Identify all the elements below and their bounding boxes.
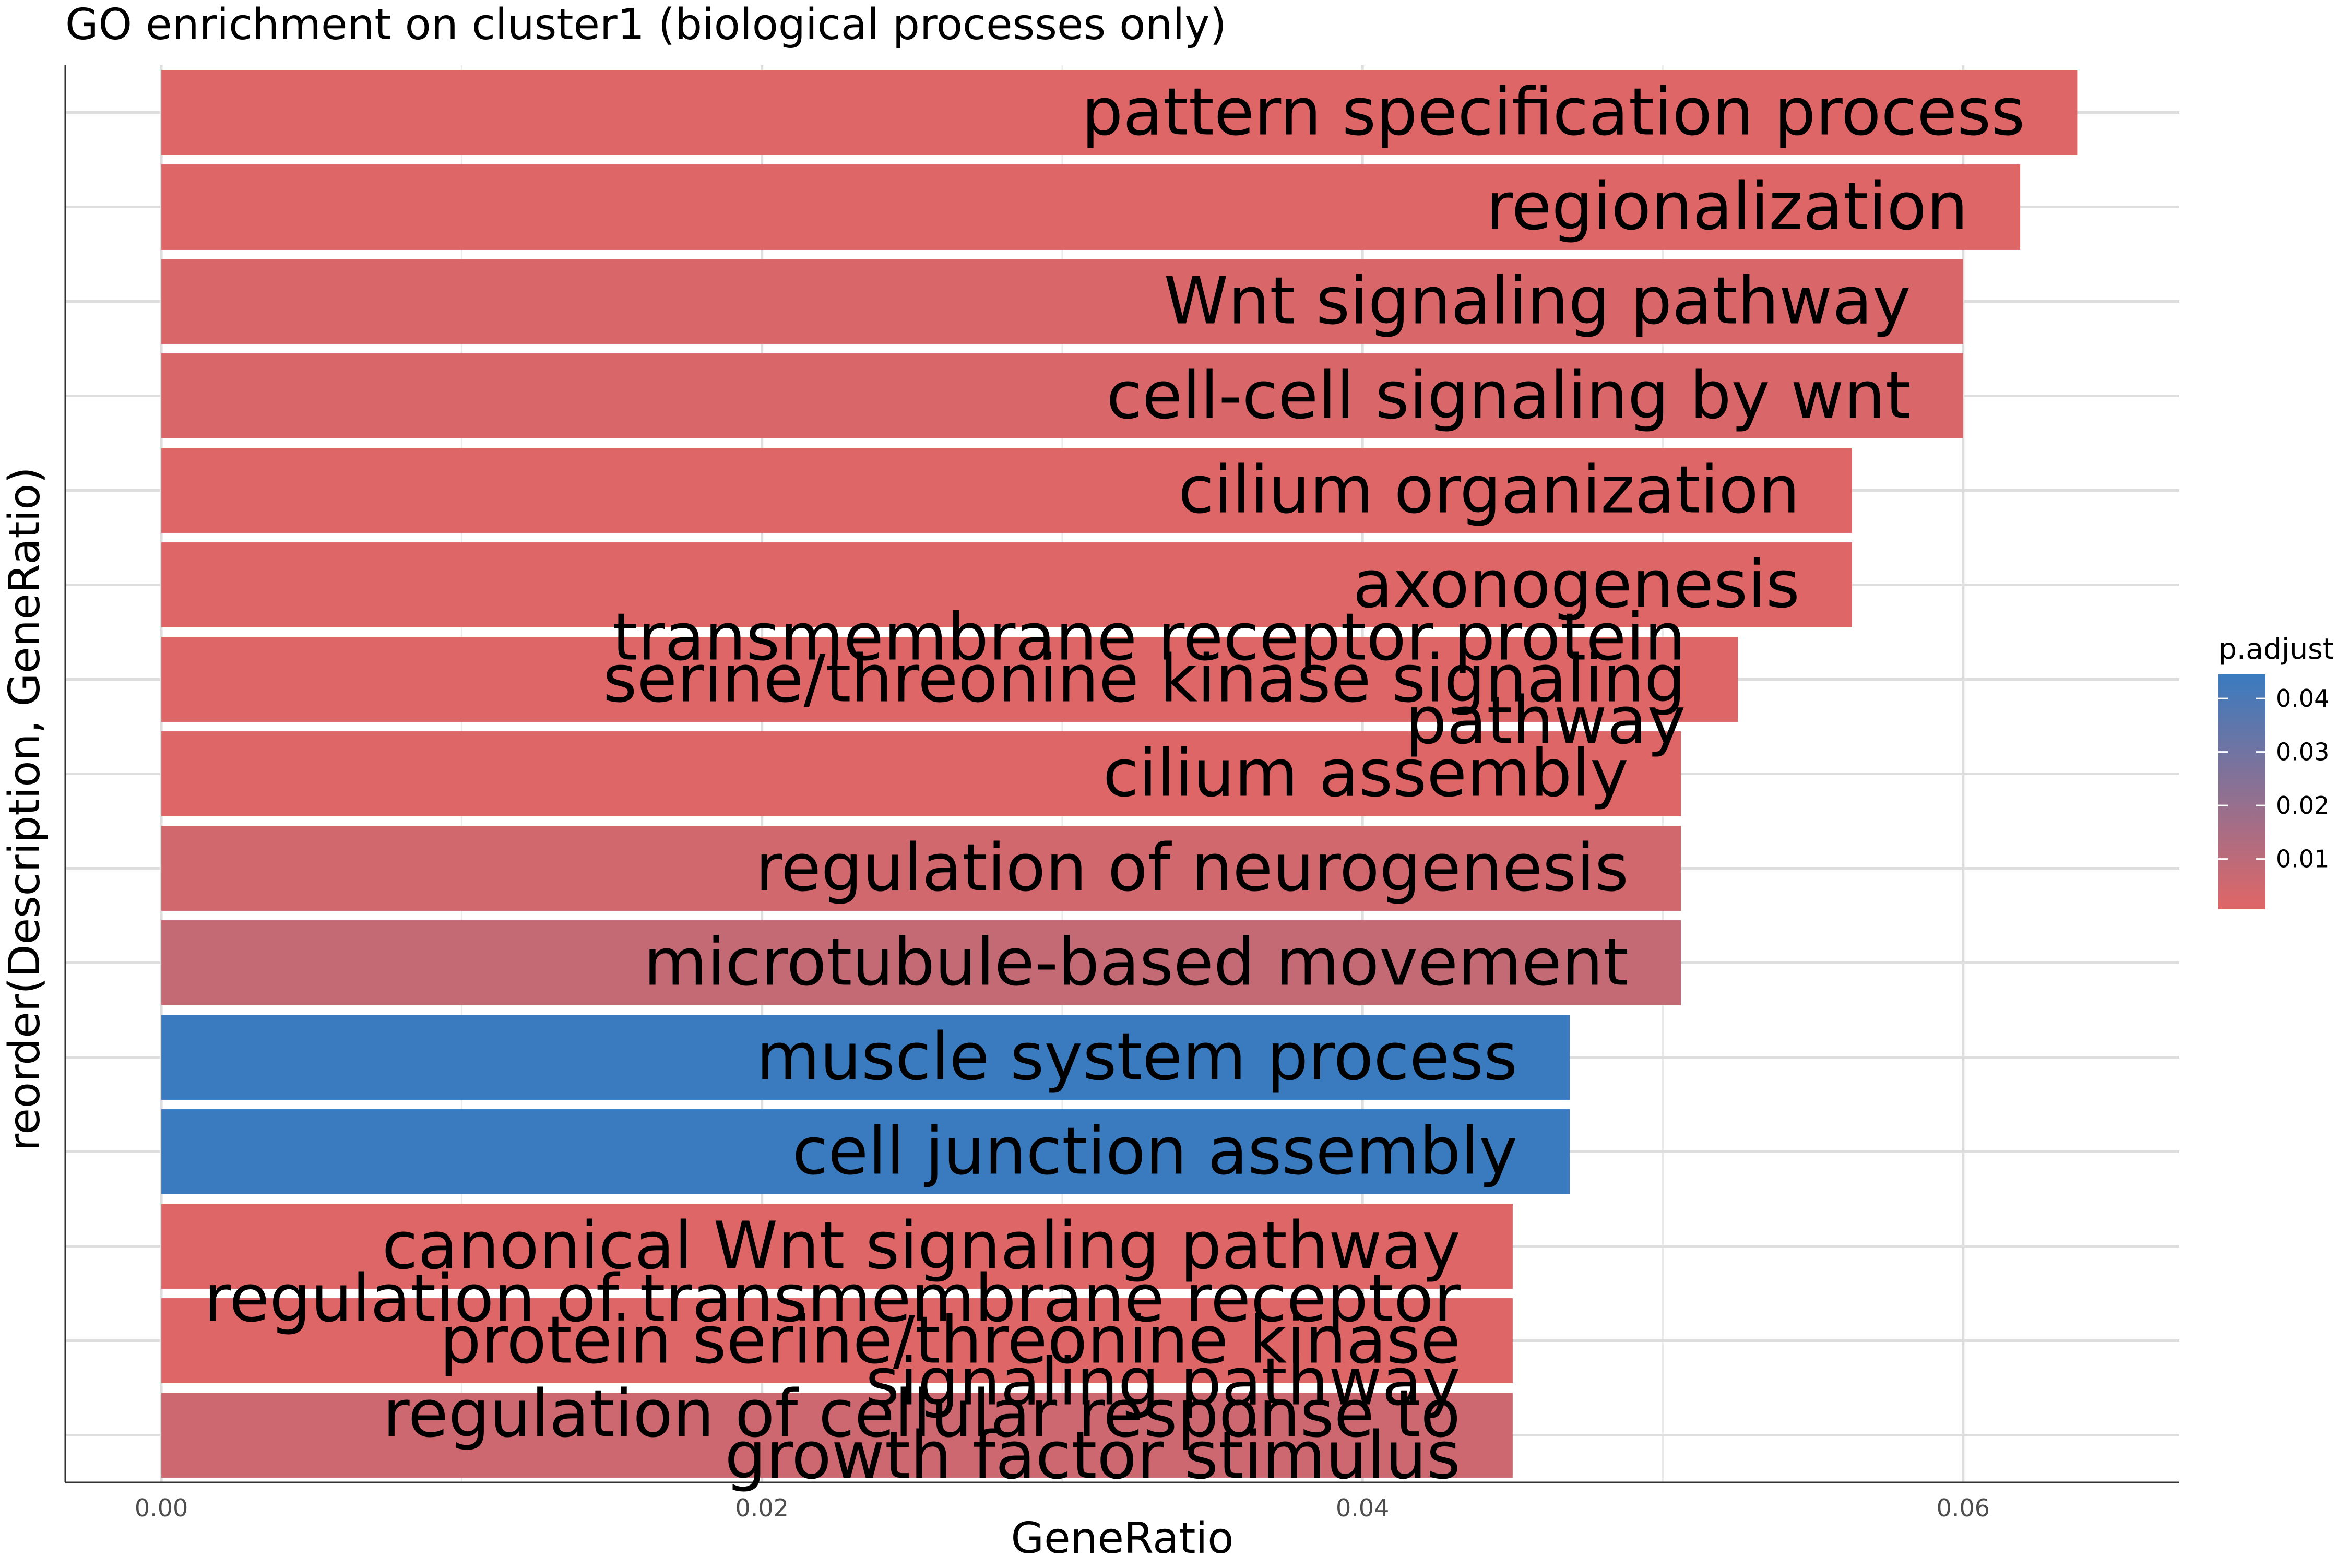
bar (161, 920, 1681, 1005)
legend-title: p.adjust (2218, 632, 2334, 666)
bar (161, 70, 2078, 155)
bar (161, 637, 1738, 722)
bar-label: regulation of transmembrane receptor prot… (204, 1261, 1461, 1420)
bar (161, 826, 1681, 911)
bar-label: cell-cell signaling by wnt (1106, 358, 1911, 434)
bar-label: regulation of cellular response to growth… (383, 1376, 1461, 1494)
legend-tick-label: 0.01 (2276, 845, 2329, 873)
legend-tick-label: 0.04 (2276, 684, 2329, 712)
axes: 0.00 0.02 0.04 0.06 (64, 65, 2179, 1522)
bar-label: regulation of neurogenesis (755, 830, 1629, 906)
bar-label: canonical Wnt signaling pathway (382, 1208, 1461, 1284)
bar-label: regionalization (1486, 169, 1968, 245)
legend-colorbar (2218, 674, 2265, 909)
x-axis-label: GeneRatio (1011, 1514, 1234, 1563)
bar-label: muscle system process (756, 1019, 1517, 1095)
bar (161, 731, 1681, 816)
bar-label: cilium assembly (1103, 736, 1629, 812)
y-axis-label: reorder(Description, GeneRatio) (0, 467, 50, 1151)
bar (161, 353, 1963, 438)
bar-label: pattern specification process (1082, 75, 2025, 150)
bar (161, 542, 1852, 627)
x-tick-label: 0.04 (1336, 1494, 1389, 1522)
chart-title: GO enrichment on cluster1 (biological pr… (65, 0, 1227, 50)
legend-tick-label: 0.03 (2276, 738, 2329, 766)
bar (161, 1109, 1570, 1194)
bar-label: cilium organization (1178, 453, 1800, 528)
x-tick-label: 0.06 (1937, 1494, 1990, 1522)
bar (161, 1393, 1513, 1478)
legend: p.adjust 0.04 0.03 0.02 0.01 (2218, 632, 2334, 909)
x-tick-label: 0.00 (135, 1494, 188, 1522)
bar-label: transmembrane receptor protein serine/thr… (603, 600, 1686, 759)
bar-label: cell junction assembly (792, 1114, 1517, 1190)
bar (161, 448, 1852, 533)
bars (161, 70, 2078, 1478)
bar-label: Wnt signaling pathway (1164, 264, 1911, 339)
bar-labels: pattern specification process regionaliza… (204, 75, 2025, 1494)
bar (161, 1204, 1513, 1289)
bar (161, 1298, 1513, 1383)
bar (161, 259, 1963, 344)
bar (161, 1015, 1570, 1100)
bar-label: axonogenesis (1353, 547, 1800, 623)
legend-tick-label: 0.02 (2276, 791, 2329, 819)
bar (161, 164, 2021, 250)
x-tick-label: 0.02 (735, 1494, 788, 1522)
bar-label: microtubule-based movement (644, 925, 1629, 1001)
